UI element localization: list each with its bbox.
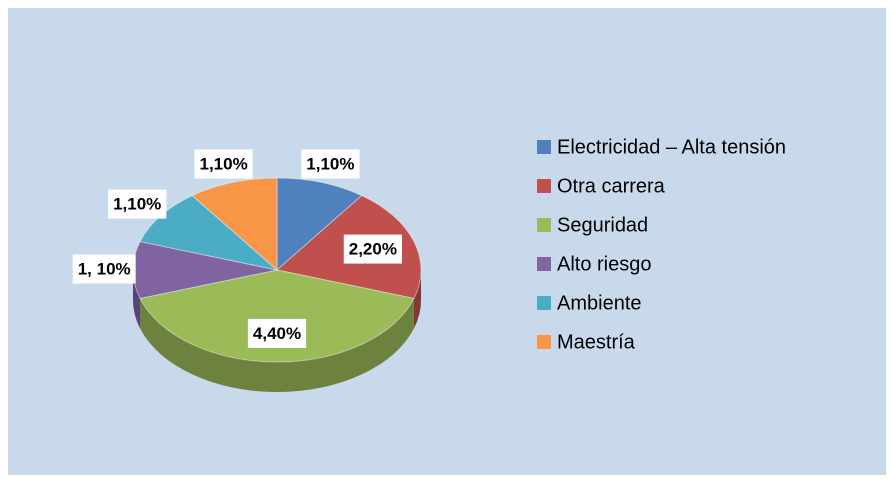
slice-side-shade — [133, 270, 141, 329]
data-label: 1,10% — [200, 154, 248, 173]
data-label-group: 1,10% — [301, 149, 360, 179]
data-label-group: 2,20% — [343, 234, 402, 264]
slice-side — [133, 270, 141, 329]
legend-swatch — [537, 296, 551, 310]
legend-label: Seguridad — [557, 214, 648, 236]
data-label-box — [194, 149, 253, 179]
legend-swatch — [537, 218, 551, 232]
legend-label: Ambiente — [557, 292, 642, 314]
slice — [276, 177, 363, 272]
legend-swatch — [537, 140, 551, 154]
slice-side — [413, 270, 421, 329]
legend-swatch — [537, 335, 551, 349]
slice — [139, 269, 415, 363]
legend-swatch — [537, 179, 551, 193]
data-label-box — [108, 189, 167, 219]
data-label-box — [301, 149, 360, 179]
data-label: 1,10% — [113, 195, 161, 214]
data-label-group: 1,10% — [108, 189, 167, 219]
legend-label: Otra carrera — [557, 175, 666, 197]
legend-label: Maestría — [557, 331, 636, 353]
legend-label: Alto riesgo — [557, 253, 652, 275]
data-label-group: 1,10% — [194, 149, 253, 179]
data-label-box — [247, 318, 307, 348]
legend-label: Electricidad – Alta tensión — [557, 136, 786, 158]
data-label: 2,20% — [349, 240, 397, 259]
slice-side-shade — [413, 270, 421, 329]
data-label-group: 4,40% — [247, 318, 307, 348]
slice — [191, 177, 278, 272]
data-label-box — [343, 234, 402, 264]
data-label-group: 1, 10% — [72, 254, 136, 284]
data-label: 1, 10% — [78, 259, 131, 278]
slice-side — [140, 298, 414, 392]
data-label: 4,40% — [253, 324, 301, 343]
data-label-box — [72, 254, 136, 284]
data-label: 1,10% — [306, 154, 354, 173]
legend-swatch — [537, 257, 551, 271]
slice-side-shade — [140, 298, 414, 392]
